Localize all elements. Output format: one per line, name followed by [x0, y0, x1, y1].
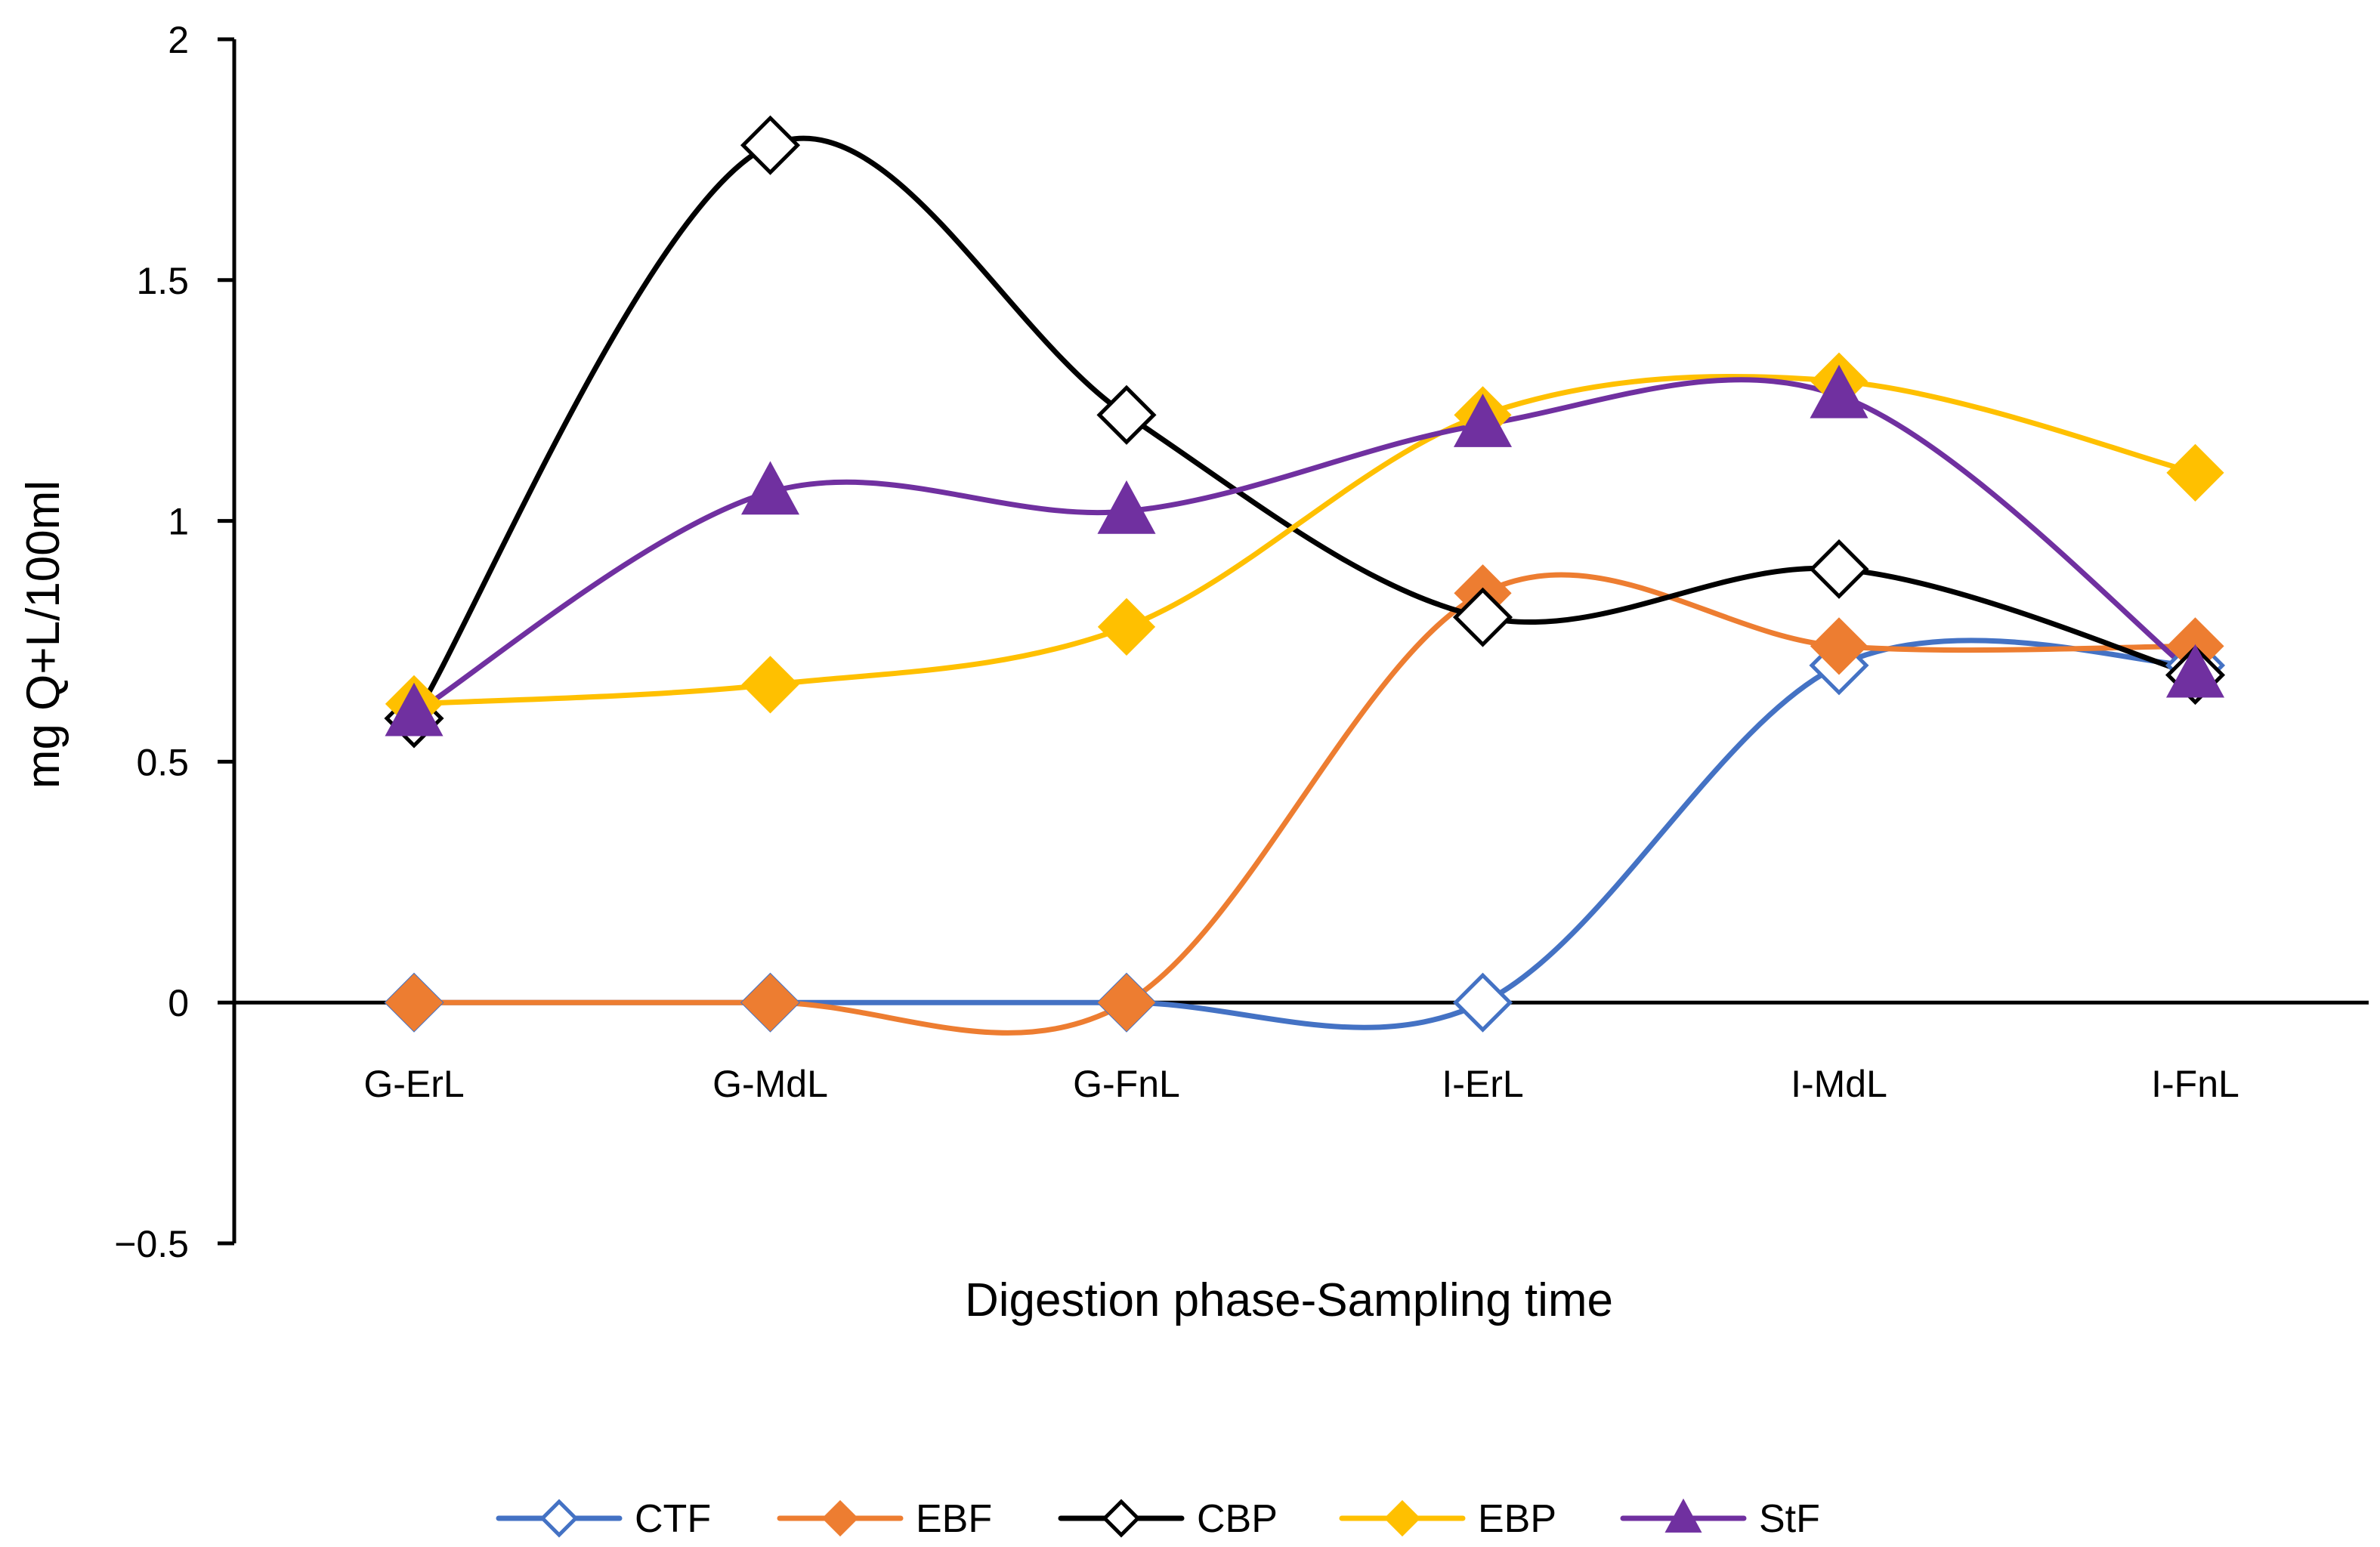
y-axis-title: mg Q+L/100ml — [17, 480, 70, 789]
data-point-ebf — [1097, 974, 1156, 1032]
legend-item-ebp: EBP — [1339, 1497, 1556, 1541]
legend-label: EBP — [1478, 1497, 1556, 1541]
y-tick-label: 0.5 — [136, 741, 189, 783]
data-point-stf — [1097, 480, 1156, 534]
data-point-ebp — [741, 656, 799, 714]
series-line-cbp — [411, 135, 2198, 721]
x-tick-label: G-FnL — [1073, 1063, 1180, 1105]
markers-group — [384, 115, 2226, 1033]
data-point-stf — [385, 682, 444, 736]
series-group — [411, 135, 2198, 1036]
x-tick-label: G-MdL — [712, 1063, 828, 1105]
axes-group — [218, 37, 2369, 1246]
legend-item-ctf: CTF — [496, 1497, 711, 1541]
data-point-ebf — [741, 974, 799, 1032]
x-tick-label: I-MdL — [1791, 1063, 1887, 1105]
data-point-stf — [2165, 644, 2225, 698]
legend-swatch-marker — [539, 1499, 579, 1538]
data-point-stf — [1810, 364, 1868, 418]
y-tick-label: −0.5 — [114, 1223, 189, 1265]
y-tick-label: 1.5 — [136, 260, 189, 302]
legend-label: StF — [1759, 1497, 1820, 1541]
legend-swatch-marker — [1664, 1498, 1702, 1533]
legend-label: CTF — [635, 1497, 711, 1541]
data-point-ebp — [2166, 443, 2224, 502]
data-point-ebf — [1810, 617, 1868, 675]
legend-item-cbp: CBP — [1058, 1497, 1278, 1541]
series-line-stf — [411, 377, 2198, 717]
legend-item-ebf: EBF — [777, 1497, 992, 1541]
y-tick-labels: −0.5 0 0.5 1 1.5 2 — [114, 19, 189, 1265]
x-axis-title: Digestion phase-Sampling time — [965, 1274, 1613, 1326]
legend-swatch-marker — [1383, 1499, 1421, 1537]
x-tick-label: G-ErL — [363, 1063, 464, 1105]
y-tick-label: 0 — [168, 982, 189, 1024]
data-point-cbp — [1096, 384, 1157, 445]
data-point-cbp — [1809, 539, 1869, 599]
data-point-cbp — [1452, 587, 1513, 647]
legend-label: EBF — [916, 1497, 992, 1541]
y-tick-label: 1 — [168, 501, 189, 543]
series-line-ebp — [411, 373, 2198, 707]
x-tick-labels: G-ErL G-MdL G-FnL I-ErL I-MdL I-FnL — [363, 1063, 2239, 1105]
series-line-ctf — [411, 638, 2198, 1030]
legend-label: CBP — [1197, 1497, 1278, 1541]
data-point-ebf — [385, 974, 444, 1032]
data-point-ebp — [1097, 597, 1156, 656]
data-point-stf — [1453, 394, 1513, 447]
y-tick-label: 2 — [168, 19, 189, 61]
legend-item-stf: StF — [1620, 1497, 1820, 1541]
legend-swatch-marker — [821, 1499, 859, 1537]
legend-swatch-marker — [1102, 1499, 1141, 1538]
data-point-stf — [740, 461, 800, 515]
data-point-cbp — [740, 115, 801, 175]
data-point-ctf — [1452, 972, 1513, 1033]
x-tick-label: I-FnL — [2151, 1063, 2239, 1105]
x-tick-label: I-ErL — [1442, 1063, 1523, 1105]
legend: CTF EBF CBP EBP StF — [496, 1497, 1820, 1541]
